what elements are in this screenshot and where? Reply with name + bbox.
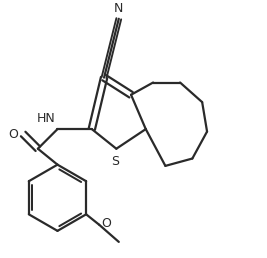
Text: S: S [111,155,119,168]
Text: HN: HN [36,112,55,125]
Text: O: O [102,217,112,230]
Text: N: N [114,2,123,15]
Text: O: O [8,127,18,141]
